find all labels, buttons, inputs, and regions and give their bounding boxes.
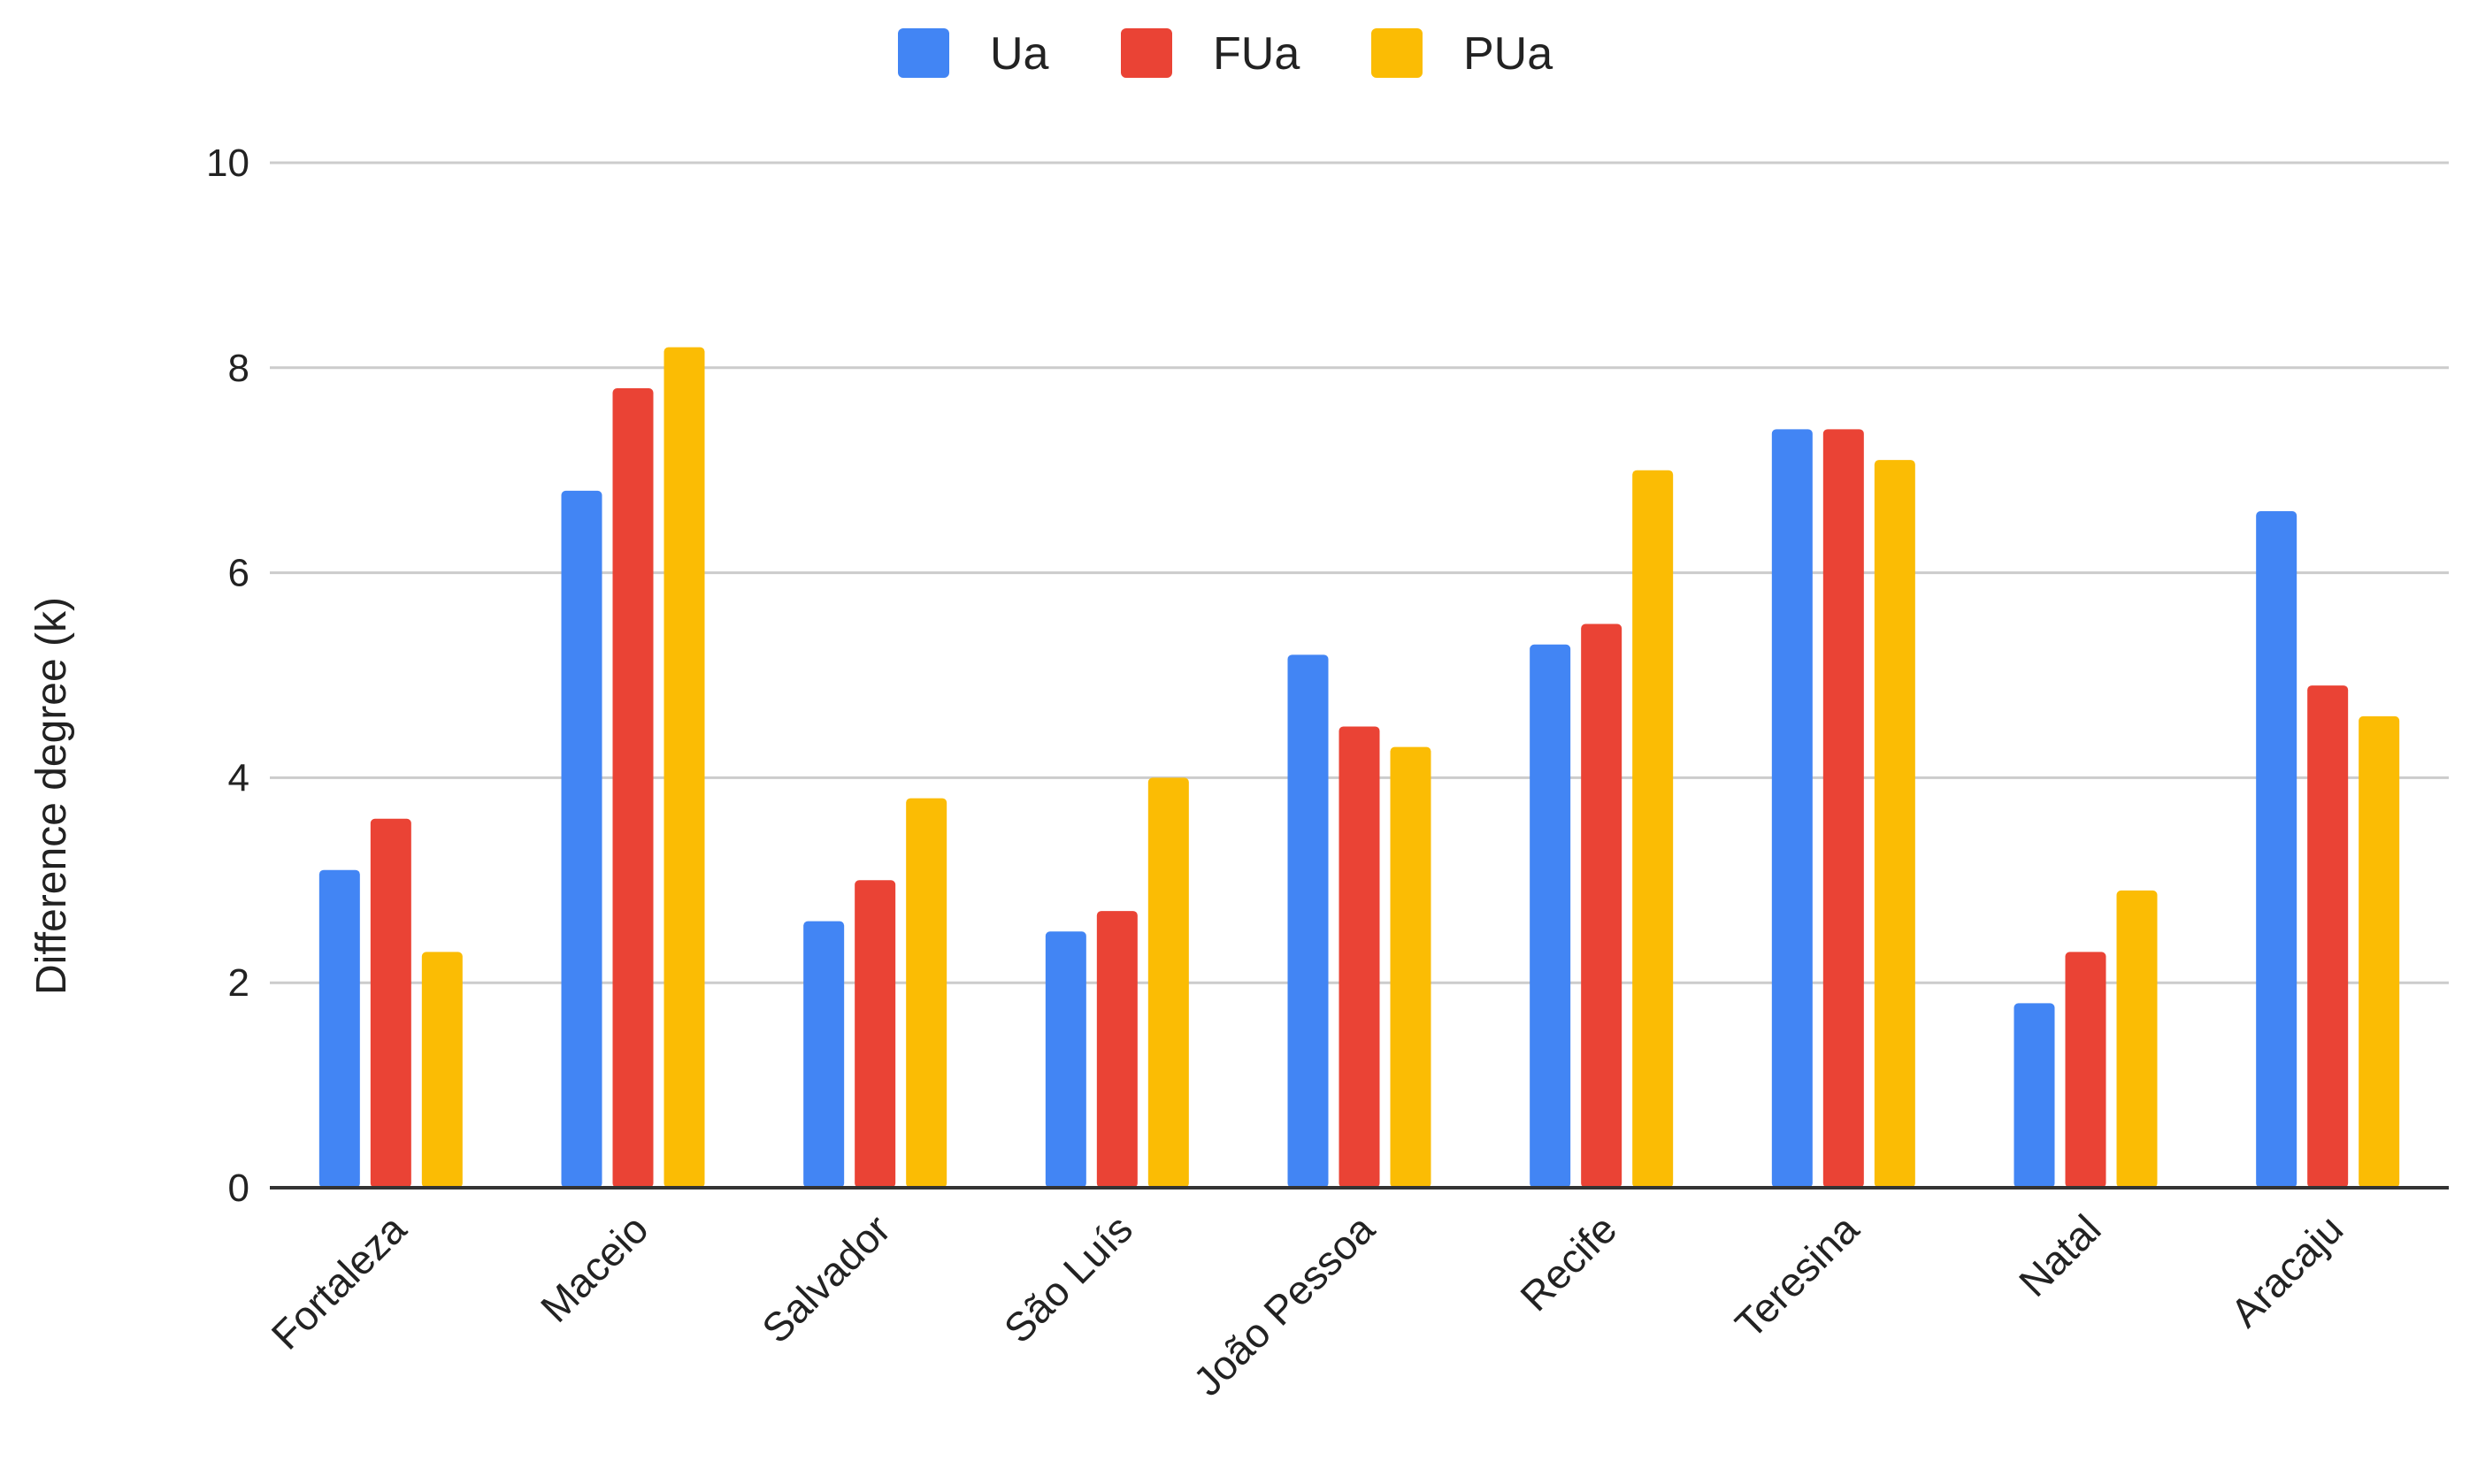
bar-ua-6 [1771,429,1813,1189]
legend-swatch-pua [1371,28,1423,78]
bar-pua-4 [1390,746,1431,1188]
bar-fua-6 [1822,429,1864,1189]
x-tick-label: Natal [2010,1205,2110,1305]
x-tick-label: Recife [1511,1205,1625,1320]
bar-ua-4 [1287,654,1329,1188]
bar-ua-7 [2014,1003,2055,1188]
bar-ua-5 [1530,644,1571,1188]
y-tick-label: 8 [228,347,249,390]
bar-pua-8 [2359,715,2400,1188]
bar-fua-1 [612,387,654,1189]
bar-ua-1 [561,490,602,1188]
x-tick-label: Aracaju [2221,1205,2351,1335]
bar-pua-7 [2116,890,2158,1188]
y-tick-label: 6 [228,552,249,595]
x-tick-label: Maceio [532,1205,657,1331]
y-tick-label: 2 [228,961,249,1005]
bar-pua-2 [906,798,947,1188]
x-tick-label: Salvador [753,1205,899,1351]
bar-pua-3 [1147,777,1189,1188]
bar-fua-3 [1096,911,1138,1188]
bar-fua-8 [2307,685,2349,1188]
bar-ua-0 [318,869,360,1188]
bar-ua-2 [803,921,845,1188]
bar-pua-1 [664,347,705,1188]
x-tick-label: São Luís [995,1205,1141,1351]
y-tick-label: 4 [228,756,249,799]
bar-fua-0 [370,818,411,1188]
legend: Ua FUa PUa [898,28,1553,80]
bar-ua-3 [1045,931,1086,1188]
x-tick-label: Teresina [1726,1205,1868,1347]
x-tick-label: Fortaleza [263,1205,416,1358]
y-tick-label: 10 [206,142,249,185]
bar-fua-5 [1581,623,1622,1188]
bar-fua-2 [855,880,896,1188]
legend-swatch-ua [898,28,949,78]
x-tick-label: João Pessoa [1185,1205,1384,1404]
bar-fua-7 [2065,952,2106,1188]
bar-pua-0 [421,952,463,1188]
legend-label-pua: PUa [1463,28,1553,80]
y-axis-title: Difference degree (k) [28,597,75,995]
bar-ua-8 [2256,511,2297,1188]
legend-label-fua: FUa [1213,28,1300,80]
y-tick-label: 0 [228,1167,249,1210]
bar-fua-4 [1339,726,1380,1188]
x-axis-labels: Fortaleza Maceio Salvador São Luís João Pess… [263,1205,2352,1404]
bar-pua-5 [1632,470,1674,1188]
bars [318,347,2400,1189]
bar-pua-6 [1874,460,1915,1188]
legend-label-ua: Ua [990,28,1049,80]
legend-swatch-fua [1121,28,1172,78]
y-axis-ticks: 0 2 4 6 8 10 [206,142,249,1210]
